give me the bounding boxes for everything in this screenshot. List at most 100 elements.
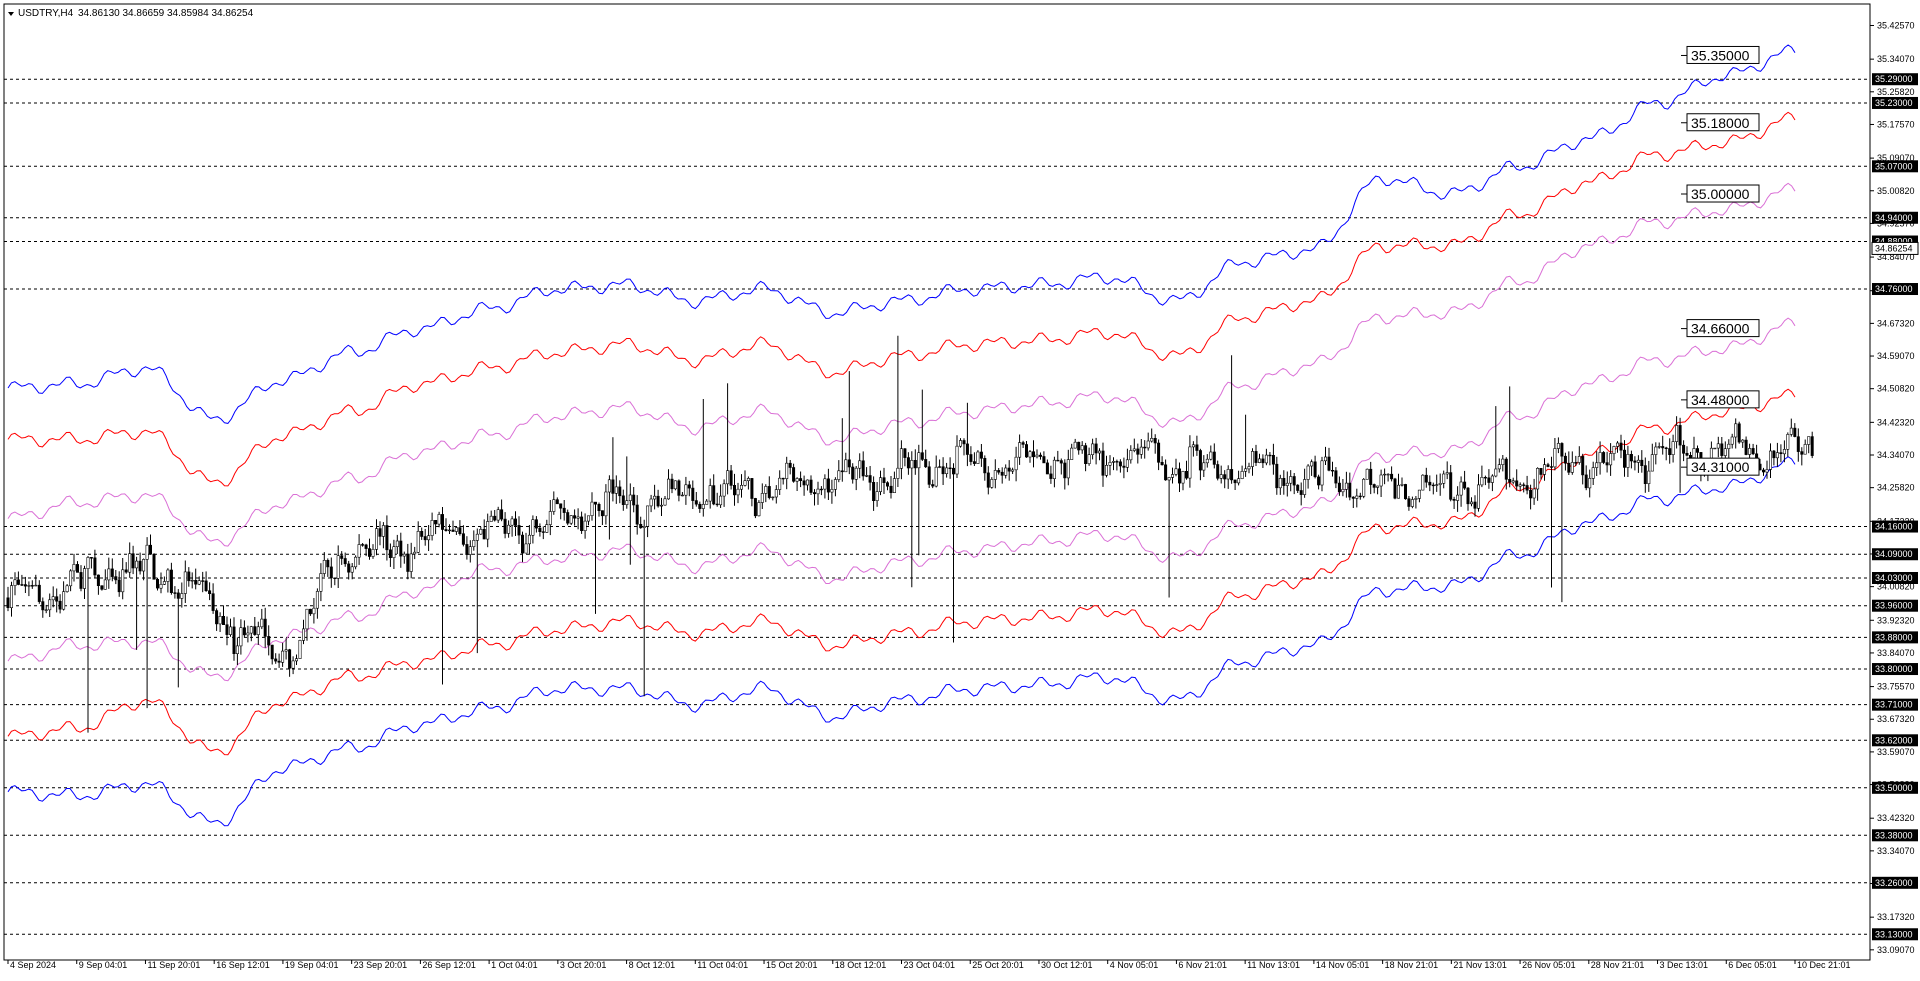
candle-body — [1518, 484, 1522, 487]
band-end-labels: 35.35000 35.18000 35.00000 34.66000 34.48000… — [1681, 45, 1760, 476]
candle-body — [135, 560, 139, 569]
candle-body — [1216, 464, 1220, 479]
candle-body — [910, 459, 914, 469]
candle-body — [677, 480, 681, 496]
band-line-outer_upper — [7, 44, 1796, 424]
candle-body — [694, 500, 698, 505]
candle-body — [1122, 465, 1126, 468]
candle-body — [402, 553, 406, 557]
candle-body — [1337, 482, 1341, 493]
triangle-down-icon[interactable] — [8, 12, 14, 16]
candle-body — [1563, 455, 1567, 464]
candle-body — [875, 491, 879, 502]
candle-body — [538, 527, 542, 532]
candle-body — [823, 478, 827, 490]
candle-body — [1796, 436, 1800, 452]
level-label: 33.88000 — [1875, 632, 1913, 642]
candle-body — [1011, 469, 1015, 472]
candle-body — [979, 451, 983, 459]
candle-body — [392, 546, 396, 559]
candle-body — [621, 495, 625, 505]
band-end-label: 35.00000 — [1691, 186, 1750, 202]
band-label-box — [1686, 390, 1760, 409]
candle-body — [308, 608, 312, 615]
band-label-box — [1686, 45, 1760, 64]
candle-body — [1598, 452, 1602, 464]
level-label-box — [1872, 631, 1918, 644]
candle-body — [107, 568, 111, 581]
candle-body — [1501, 458, 1505, 466]
candle-body — [1125, 459, 1129, 468]
candle-body — [1470, 501, 1474, 505]
candle-body — [1174, 468, 1178, 475]
candle-body — [1282, 477, 1286, 486]
candle-body — [833, 479, 837, 490]
x-tick-label: 1 Oct 04:01 — [491, 960, 538, 970]
candle-body — [65, 585, 69, 592]
candle-body — [607, 479, 611, 493]
candle-body — [614, 486, 618, 494]
candle-body — [312, 607, 316, 615]
candle-body — [889, 485, 893, 494]
candle-body — [1021, 442, 1025, 445]
candle-body — [1657, 446, 1661, 448]
candle-body — [1643, 465, 1647, 485]
candle-body — [802, 480, 806, 486]
candle-body — [284, 649, 288, 652]
candle-body — [673, 480, 677, 490]
candle-body — [1748, 448, 1752, 455]
candle-body — [1480, 476, 1484, 486]
candle-body — [799, 478, 803, 482]
candle-body — [270, 644, 274, 660]
candle-body — [117, 579, 121, 593]
candle-body — [343, 558, 347, 565]
candle-body — [899, 448, 903, 469]
candle-body — [152, 553, 156, 580]
y-tick-label: 33.17320 — [1877, 912, 1915, 922]
candle-body — [1296, 484, 1300, 491]
candle-body — [1066, 459, 1070, 479]
candle-body — [729, 470, 733, 486]
candle-body — [1143, 446, 1147, 449]
candle-body — [1045, 462, 1049, 475]
candle-body — [1185, 470, 1189, 479]
candle-body — [367, 548, 371, 557]
candle-body — [1793, 427, 1797, 437]
level-label-box — [1872, 73, 1918, 86]
candle-body — [1313, 461, 1317, 478]
candle-body — [1049, 473, 1053, 479]
candle-body — [1727, 443, 1731, 450]
candle-body — [89, 557, 93, 559]
candle-body — [715, 503, 719, 506]
candle-body — [993, 470, 997, 480]
candle-body — [1800, 451, 1804, 455]
candle-body — [475, 533, 479, 541]
candle-body — [1264, 454, 1268, 464]
x-tick-label: 18 Oct 12:01 — [835, 960, 887, 970]
level-label-box — [1872, 663, 1918, 676]
candle-body — [427, 535, 431, 541]
candle-body — [156, 578, 160, 589]
candle-body — [1477, 484, 1481, 509]
y-tick-label: 34.00820 — [1877, 582, 1915, 592]
candle-body — [948, 467, 952, 469]
candle-body — [1059, 460, 1063, 464]
candle-body — [503, 518, 507, 534]
level-label: 34.16000 — [1875, 522, 1913, 532]
candle-body — [1560, 443, 1564, 457]
candle-body — [246, 632, 250, 636]
candle-body — [472, 539, 476, 547]
candle-body — [1056, 459, 1060, 462]
candle-body — [534, 519, 538, 529]
candle-body — [990, 479, 994, 488]
level-label: 34.03000 — [1875, 573, 1913, 583]
candle-body — [739, 484, 743, 490]
candle-body — [406, 553, 410, 572]
candle-body — [58, 600, 62, 610]
candle-body — [882, 477, 886, 484]
window-title: USDTRY,H4 34.86130 34.86659 34.85984 34.… — [8, 8, 254, 19]
candle-body — [917, 452, 921, 469]
candle-body — [531, 519, 535, 536]
